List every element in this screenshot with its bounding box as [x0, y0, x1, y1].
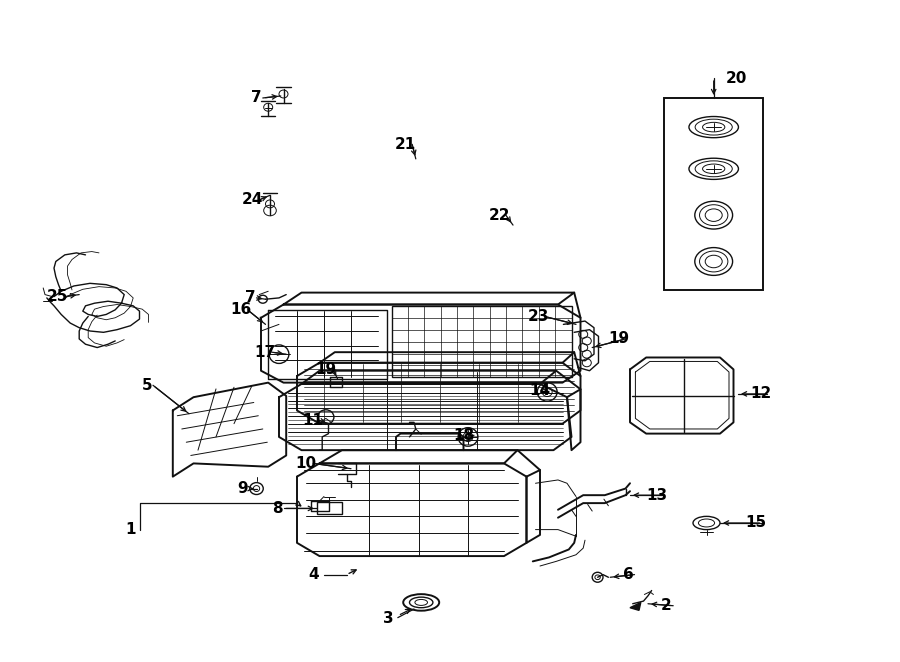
Text: 3: 3 [383, 612, 394, 626]
Text: 18: 18 [453, 428, 474, 443]
Text: 24: 24 [241, 193, 263, 207]
Bar [392, 306, 572, 377]
Text: 4: 4 [308, 567, 319, 582]
Text: 7: 7 [245, 291, 256, 305]
Text: 7: 7 [251, 91, 262, 105]
Text: 23: 23 [527, 309, 549, 324]
Bar [317, 502, 342, 514]
Bar [664, 98, 763, 290]
Text: 11: 11 [302, 413, 324, 428]
Text: 15: 15 [745, 516, 767, 530]
Text: 17: 17 [254, 345, 275, 359]
Text: 25: 25 [47, 289, 68, 304]
Text: 22: 22 [489, 208, 510, 222]
Text: 1: 1 [125, 522, 136, 537]
Text: 9: 9 [238, 481, 248, 496]
Text: 13: 13 [646, 488, 668, 502]
Text: 14: 14 [529, 383, 551, 398]
Text: 6: 6 [623, 567, 634, 582]
Text: 16: 16 [230, 303, 252, 317]
Text: 19: 19 [608, 332, 630, 346]
Text: 5: 5 [141, 378, 152, 393]
Text: 21: 21 [394, 137, 416, 152]
Text: 19: 19 [315, 362, 337, 377]
Text: 20: 20 [725, 71, 747, 85]
Text: 12: 12 [750, 387, 771, 401]
Text: 2: 2 [661, 598, 671, 613]
Polygon shape [630, 602, 641, 610]
Text: 10: 10 [295, 456, 317, 471]
Text: 8: 8 [272, 501, 283, 516]
